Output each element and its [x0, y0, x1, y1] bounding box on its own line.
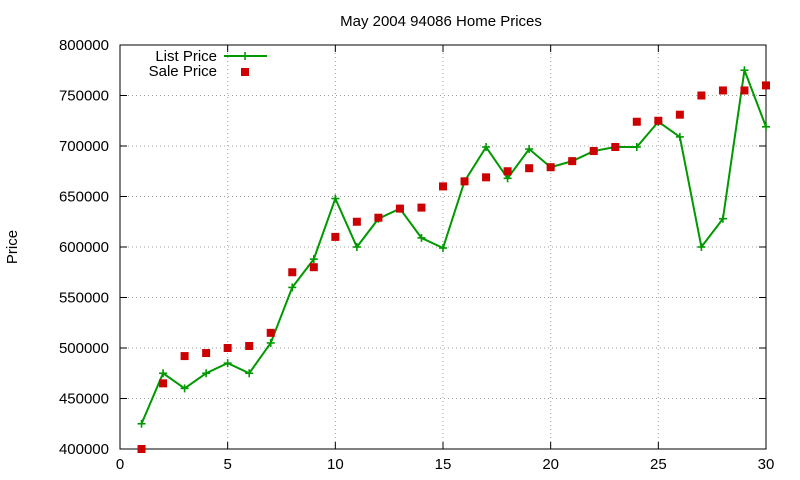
sale-price-point: [395, 204, 404, 213]
x-tick-label: 5: [223, 456, 231, 473]
list-price-point: [439, 244, 447, 253]
list-price-point: [180, 384, 189, 393]
y-tick-label: 600000: [59, 239, 109, 256]
list-price-point: [525, 145, 534, 154]
list-price-point: [245, 369, 254, 378]
x-tick-label: 10: [327, 456, 344, 473]
list-price-point: [266, 338, 275, 347]
sale-price-point: [417, 203, 426, 212]
list-price-point: [352, 243, 361, 251]
legend-label-sale-price: Sale Price: [149, 63, 217, 80]
list-price-point: [417, 233, 426, 242]
y-tick-label: 800000: [59, 37, 109, 54]
y-tick-label: 700000: [59, 138, 109, 155]
sale-price-point: [740, 86, 749, 95]
y-tick-label: 400000: [59, 441, 109, 458]
y-tick-label: 550000: [59, 290, 109, 307]
list-price-point: [762, 122, 770, 131]
x-tick-label: 30: [758, 456, 775, 473]
list-price-point: [202, 369, 211, 378]
legend-marker: [241, 52, 249, 60]
sale-price-point: [460, 177, 469, 186]
list-price-point: [331, 194, 340, 203]
sale-price-point: [568, 157, 577, 166]
list-price-point: [718, 214, 727, 223]
sale-price-point: [223, 344, 232, 352]
y-tick-label: 650000: [59, 189, 109, 206]
list-price-point: [223, 359, 232, 368]
sale-price-point: [309, 263, 318, 272]
sale-price-point: [525, 164, 534, 173]
list-price-point: [740, 66, 749, 75]
sale-price-point: [503, 167, 512, 176]
list-price-point: [288, 283, 297, 292]
sale-price-point: [159, 379, 168, 388]
list-price-point: [137, 419, 146, 428]
series: [137, 66, 770, 453]
chart-title: May 2004 94086 Home Prices: [340, 13, 542, 30]
y-tick-label: 750000: [59, 88, 109, 105]
sale-price-point: [589, 147, 598, 156]
sale-price-point: [697, 91, 706, 100]
y-tick-label: 450000: [59, 391, 109, 408]
legend-label-list-price: List Price: [155, 48, 217, 65]
sale-price-point: [374, 213, 383, 222]
list-price-point: [697, 243, 706, 251]
legend-marker: [241, 68, 249, 76]
sale-price-point: [762, 81, 770, 90]
y-axis-label: Price: [4, 230, 21, 264]
legend: List Price Sale Price: [149, 48, 267, 80]
sale-price-point: [266, 328, 275, 337]
sale-price-point: [331, 232, 340, 241]
legend-symbol-list-price: [224, 52, 267, 60]
sale-price-point: [718, 86, 727, 95]
sale-price-point: [245, 341, 254, 350]
x-tick-label: 20: [542, 456, 559, 473]
x-tick-label: 15: [435, 456, 452, 473]
list-price-point: [632, 143, 641, 152]
x-tick-label: 25: [650, 456, 667, 473]
list-price-point: [482, 143, 491, 152]
sale-price-point: [654, 116, 663, 125]
sale-price-point: [352, 217, 361, 226]
sale-price-point: [632, 117, 641, 126]
legend-symbol-sale-price: [241, 68, 249, 76]
sale-price-point: [546, 163, 555, 172]
list-price-point: [309, 255, 318, 264]
list-price-point: [675, 132, 684, 141]
sale-price-point: [137, 445, 146, 453]
sale-price-point: [482, 173, 491, 182]
sale-price-point: [288, 268, 297, 277]
list-price-point: [503, 174, 512, 183]
axis-ticks: 0 5 10 15 20 25 30 400000 450000 500000 550000 6000…: [59, 37, 774, 473]
list-price-point: [159, 369, 168, 378]
y-tick-label: 500000: [59, 340, 109, 357]
grid: [120, 45, 766, 449]
sale-price-point: [675, 110, 684, 119]
sale-price-point: [202, 349, 211, 358]
sale-price-point: [180, 352, 189, 361]
x-tick-label: 0: [116, 456, 124, 473]
sale-price-point: [439, 182, 447, 191]
sale-price-point: [611, 143, 620, 152]
